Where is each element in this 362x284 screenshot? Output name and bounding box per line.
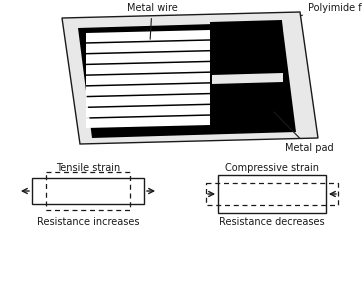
Polygon shape xyxy=(86,51,210,64)
Text: Compressive strain: Compressive strain xyxy=(225,163,319,173)
Polygon shape xyxy=(78,22,296,138)
Polygon shape xyxy=(62,12,318,144)
Bar xyxy=(32,178,144,204)
Polygon shape xyxy=(86,105,210,117)
Polygon shape xyxy=(86,41,210,53)
Text: Resistance increases: Resistance increases xyxy=(37,217,139,227)
Text: Metal pad: Metal pad xyxy=(274,112,334,153)
Bar xyxy=(206,183,338,205)
Polygon shape xyxy=(210,20,284,77)
Polygon shape xyxy=(86,94,210,106)
Polygon shape xyxy=(86,116,210,128)
Text: Resistance decreases: Resistance decreases xyxy=(219,217,325,227)
Polygon shape xyxy=(86,30,210,42)
Bar xyxy=(46,172,130,210)
Polygon shape xyxy=(86,62,210,74)
Text: Tensile strain: Tensile strain xyxy=(56,163,120,173)
Text: Polyimide film: Polyimide film xyxy=(301,3,362,16)
Polygon shape xyxy=(210,80,284,132)
Polygon shape xyxy=(86,83,210,96)
Polygon shape xyxy=(212,73,283,84)
Bar xyxy=(218,175,326,213)
Polygon shape xyxy=(86,73,210,85)
Text: Metal wire: Metal wire xyxy=(127,3,177,39)
